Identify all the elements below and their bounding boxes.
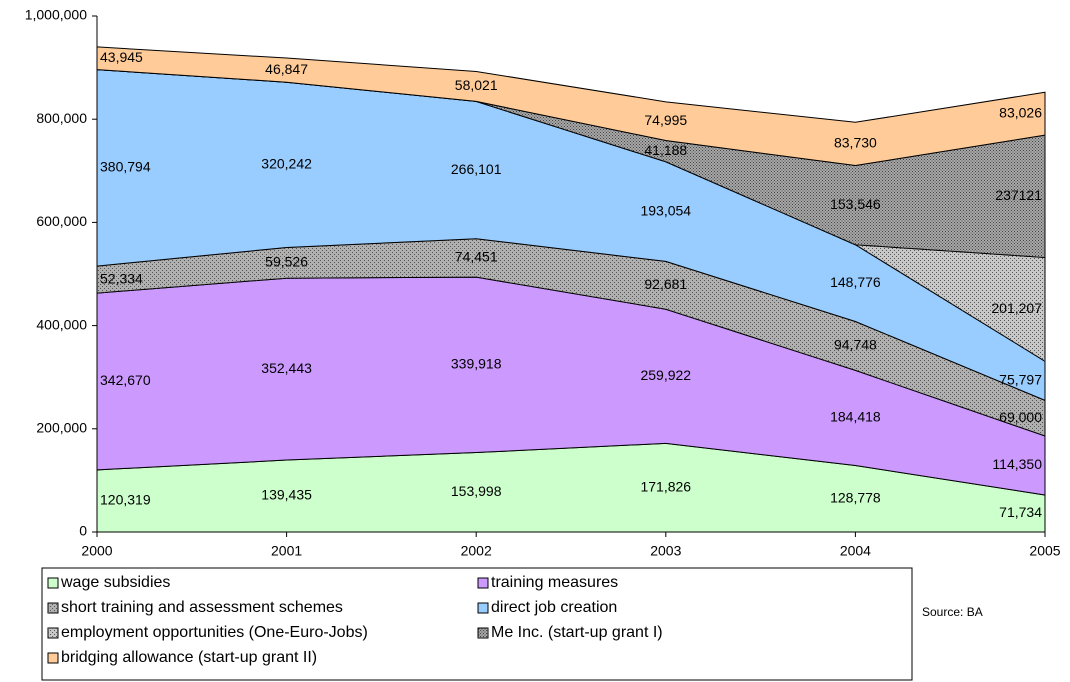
value-label: 184,418 xyxy=(830,409,881,425)
y-tick-label: 400,000 xyxy=(36,316,87,332)
value-label: 74,451 xyxy=(455,249,498,265)
value-label: 128,778 xyxy=(830,489,881,505)
legend-label: training measures xyxy=(491,574,618,591)
value-label: 139,435 xyxy=(261,487,312,503)
value-label: 148,776 xyxy=(830,274,881,290)
value-label: 46,847 xyxy=(265,61,308,77)
legend-label: direct job creation xyxy=(491,599,617,616)
value-label: 201,207 xyxy=(991,300,1042,316)
legend-swatch xyxy=(477,602,489,614)
x-tick-label: 2000 xyxy=(81,543,112,559)
value-label: 259,922 xyxy=(640,367,691,383)
y-tick-label: 600,000 xyxy=(36,213,87,229)
legend-label: short training and assessment schemes xyxy=(61,599,343,616)
area-pattern xyxy=(97,238,1045,436)
value-label: 342,670 xyxy=(100,372,151,388)
legend-label: Me Inc. (start-up grant I) xyxy=(491,624,663,641)
value-label: 58,021 xyxy=(455,77,498,93)
source-note: Source: BA xyxy=(922,605,983,619)
legend-swatch-pattern xyxy=(48,603,58,613)
area xyxy=(96,46,1046,167)
y-tick-label: 0 xyxy=(79,523,87,539)
value-label: 171,826 xyxy=(640,478,691,494)
y-tick-label: 1,000,000 xyxy=(25,7,87,23)
value-label: 71,734 xyxy=(999,504,1042,520)
value-label: 237121 xyxy=(995,187,1042,203)
x-tick-label: 2002 xyxy=(461,543,492,559)
legend-label: employment opportunities (One-Euro-Jobs) xyxy=(61,624,368,641)
value-label: 193,054 xyxy=(640,202,691,218)
legend-swatch-pattern xyxy=(48,628,58,638)
legend-label: wage subsidies xyxy=(60,574,170,591)
area-pattern xyxy=(97,69,1045,258)
value-label: 114,350 xyxy=(992,456,1042,472)
value-label: 153,998 xyxy=(451,483,502,499)
x-tick-label: 2005 xyxy=(1029,543,1060,559)
legend-label: bridging allowance (start-up grant II) xyxy=(61,649,317,666)
value-label: 94,748 xyxy=(834,337,877,353)
value-label: 352,443 xyxy=(261,360,312,376)
y-tick-label: 200,000 xyxy=(36,420,87,436)
legend-swatch xyxy=(47,577,59,589)
value-label: 52,334 xyxy=(100,270,143,286)
legend-box xyxy=(41,567,913,681)
x-tick-label: 2003 xyxy=(650,543,681,559)
value-label: 69,000 xyxy=(999,409,1042,425)
value-label: 92,681 xyxy=(644,276,687,292)
value-label: 380,794 xyxy=(100,159,151,175)
value-label: 266,101 xyxy=(451,161,502,177)
value-label: 75,797 xyxy=(999,372,1042,388)
value-label: 120,319 xyxy=(100,492,151,508)
value-label: 320,242 xyxy=(261,156,312,172)
value-label: 41,188 xyxy=(644,142,687,158)
value-label: 74,995 xyxy=(644,112,687,128)
value-label: 43,945 xyxy=(100,49,143,65)
legend-swatch xyxy=(477,577,489,589)
legend-swatch xyxy=(47,652,59,664)
value-label: 339,918 xyxy=(451,356,502,372)
value-label: 59,526 xyxy=(265,254,308,270)
value-label: 83,730 xyxy=(834,135,877,151)
legend-swatch-pattern xyxy=(478,628,488,638)
y-tick-label: 800,000 xyxy=(36,110,87,126)
x-tick-label: 2001 xyxy=(271,543,302,559)
value-label: 83,026 xyxy=(999,104,1042,120)
x-tick-label: 2004 xyxy=(840,543,871,559)
value-label: 153,546 xyxy=(830,196,881,212)
